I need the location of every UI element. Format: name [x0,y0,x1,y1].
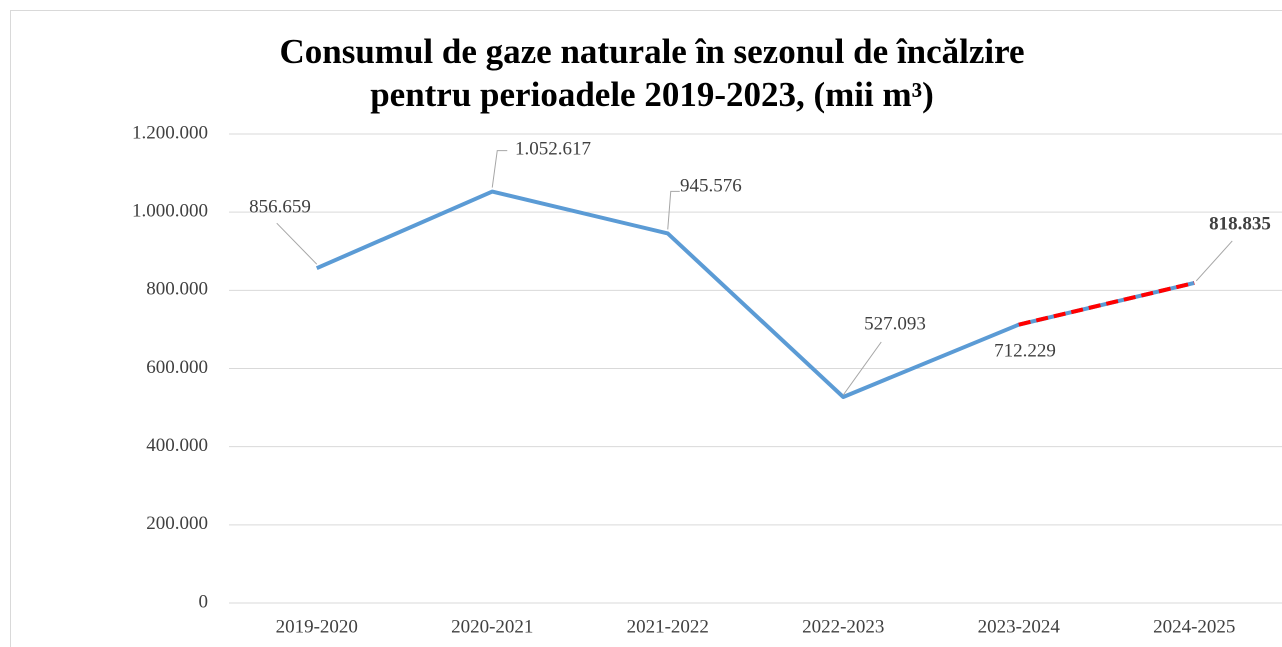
chart-frame [10,10,1282,647]
leader-line [1195,240,1233,282]
x-tick-label: 2022-2023 [802,616,884,637]
chart-title: pentru perioadele 2019-2023, (mii m³) [370,75,934,114]
leader-line [842,341,882,396]
y-tick-label: 1.000.000 [132,201,208,222]
x-tick-label: 2024-2025 [1153,616,1235,637]
y-tick-label: 1.200.000 [132,122,208,143]
data-label: 945.576 [680,175,742,196]
data-label: 527.093 [864,313,926,334]
y-tick-label: 800.000 [146,279,208,300]
y-tick-label: 400.000 [146,435,208,456]
x-tick-label: 2020-2021 [451,616,533,637]
chart-title: Consumul de gaze naturale în sezonul de … [279,32,1024,71]
data-label: 712.229 [994,340,1056,361]
y-tick-label: 200.000 [146,513,208,534]
data-line [315,189,1195,399]
data-label: 856.659 [249,196,311,217]
x-tick-label: 2023-2024 [978,616,1061,637]
data-label: 1.052.617 [515,138,591,159]
projection-line [1018,281,1195,327]
leader-line [491,150,508,188]
leader-line [667,190,680,230]
data-label: 818.835 [1209,213,1271,234]
y-tick-label: 600.000 [146,357,208,378]
leader-line [276,222,318,265]
y-tick-label: 0 [199,591,209,612]
x-tick-label: 2019-2020 [276,616,358,637]
x-tick-label: 2021-2022 [627,616,709,637]
